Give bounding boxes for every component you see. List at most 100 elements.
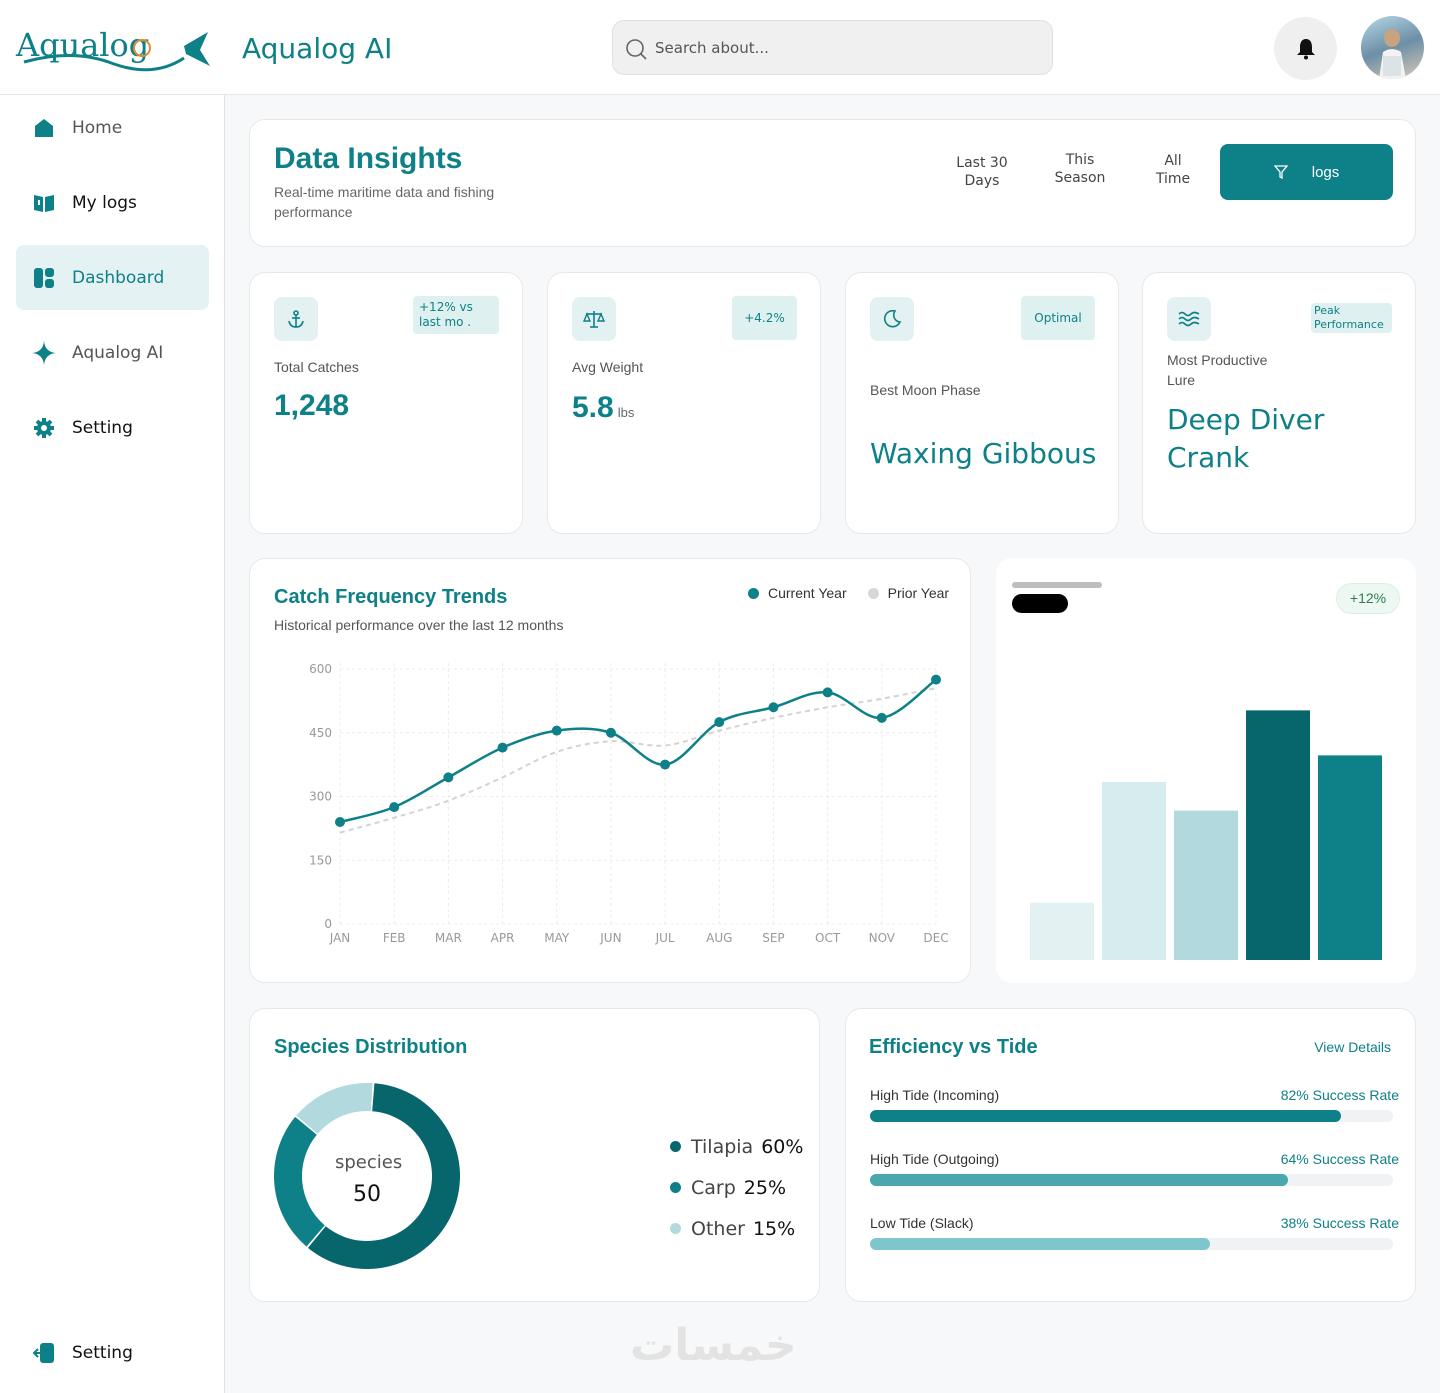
y-tick-label: 450: [309, 726, 332, 740]
moon-icon: [870, 297, 914, 341]
sidebar-item-label: My logs: [72, 192, 137, 213]
period-this-season[interactable]: This Season: [1054, 152, 1106, 186]
logout-icon: [32, 1341, 56, 1365]
card-title: Efficiency vs Tide: [869, 1036, 1038, 1058]
sidebar-item-setting[interactable]: Setting: [16, 395, 209, 460]
tide-progress-fill: [870, 1238, 1210, 1250]
bar: [1174, 810, 1238, 960]
x-tick-label: JUN: [599, 931, 621, 945]
species-legend: Tilapia 60% Carp 25% Other 15%: [670, 1126, 803, 1249]
tide-progress-fill: [870, 1174, 1289, 1186]
tide-progress-track: [870, 1238, 1393, 1250]
sidebar-item-my-logs[interactable]: My logs: [16, 170, 209, 235]
kpi-best-moon-phase: Optimal Best Moon Phase Waxing Gibbous: [845, 272, 1119, 534]
sidebar-item-dashboard[interactable]: Dashboard: [16, 245, 209, 310]
x-tick-label: MAR: [435, 931, 462, 945]
catch-frequency-card: Catch Frequency Trends Historical perfor…: [249, 558, 971, 983]
watermark: خمسات: [630, 1320, 797, 1371]
legend-prior-year: Prior Year: [887, 585, 950, 601]
x-tick-label: OCT: [815, 931, 841, 945]
x-tick-label: MAY: [544, 931, 570, 945]
sidebar-item-label: Setting: [72, 1342, 133, 1363]
search-icon: [626, 39, 647, 60]
avatar[interactable]: [1361, 16, 1424, 79]
series-line-current-year: [339, 678, 937, 824]
kpi-label: Most Productive Lure: [1167, 352, 1268, 388]
data-point-current-year: [768, 702, 779, 713]
search-bar[interactable]: [612, 20, 1053, 75]
tide-rate: 82% Success Rate: [1280, 1087, 1399, 1103]
gear-icon: [32, 416, 56, 440]
tide-progress-track: [870, 1110, 1393, 1122]
donut-slice: [274, 1116, 325, 1247]
chart-title: Species Distribution: [274, 1036, 468, 1058]
legend-item: Other 15%: [670, 1208, 803, 1249]
y-tick-label: 600: [309, 662, 332, 676]
bar-chart-card: +12%: [996, 558, 1416, 983]
trend-line-chart: JAN FEB MAR APR MAY JUN JUL AUG SEP OCT NOV DEC 0 150…: [309, 662, 949, 945]
kpi-value: 1,248: [274, 389, 350, 422]
kpi-badge: Optimal: [1021, 296, 1095, 340]
search-input[interactable]: [655, 21, 1035, 74]
x-tick-label: DEC: [923, 931, 948, 945]
sparkle-icon: [32, 340, 56, 365]
series-line-prior-year: [339, 687, 937, 834]
page-title: Data Insights: [274, 142, 463, 175]
data-point-current-year: [822, 687, 833, 698]
legend-swatch: [670, 1223, 681, 1234]
donut-center-value: 50: [353, 1182, 381, 1207]
chart-title: Catch Frequency Trends: [274, 586, 508, 608]
kpi-unit: lbs: [617, 405, 635, 420]
x-tick-label: APR: [491, 931, 515, 945]
kpi-badge: +4.2%: [732, 296, 797, 340]
sidebar-item-aqualog-ai[interactable]: Aqualog AI: [16, 320, 209, 385]
view-details-link[interactable]: View Details: [1314, 1039, 1391, 1055]
data-point-current-year: [714, 717, 725, 728]
legend-name: Carp: [691, 1176, 736, 1199]
kpi-most-productive-lure: Peak Performance Most Productive Lure De…: [1142, 272, 1416, 534]
y-tick-label: 300: [309, 790, 332, 804]
app-title: Aqualog AI: [242, 32, 393, 65]
anchor-icon: [274, 297, 318, 341]
sidebar-item-label: Setting: [72, 417, 133, 438]
logs-button-label: logs: [1311, 163, 1340, 181]
sidebar-item-home[interactable]: Home: [16, 95, 209, 160]
value-placeholder: [1012, 594, 1068, 613]
donut-slice: [296, 1083, 373, 1134]
home-icon: [32, 116, 56, 140]
legend-swatch-prior: [867, 587, 879, 599]
kpi-total-catches: +12% vs last mo . Total Catches 1,248: [249, 272, 523, 534]
legend-swatch: [670, 1182, 681, 1193]
data-point-current-year: [389, 802, 400, 813]
sidebar-item-logout[interactable]: Setting: [16, 1320, 209, 1385]
sidebar: Home My logs Dashboard Aqualog AI Settin…: [0, 95, 225, 1393]
tide-name: High Tide (Incoming): [870, 1087, 1000, 1103]
tide-rate: 64% Success Rate: [1280, 1151, 1399, 1167]
filter-icon: [1273, 165, 1288, 179]
period-all-time[interactable]: All Time: [1155, 153, 1191, 187]
legend-item: Carp 25%: [670, 1167, 803, 1208]
notification-button[interactable]: [1274, 17, 1337, 80]
x-tick-label: NOV: [869, 931, 896, 945]
efficiency-vs-tide-card: Efficiency vs Tide View Details High Tid…: [845, 1008, 1416, 1302]
sidebar-item-label: Dashboard: [72, 267, 165, 288]
tide-rate: 38% Success Rate: [1280, 1215, 1399, 1231]
period-last-30-days[interactable]: Last 30 Days: [956, 155, 1008, 189]
donut-center-label: species: [335, 1152, 403, 1173]
kpi-badge: +12% vs last mo .: [413, 296, 499, 334]
kpi-label: Total Catches: [274, 359, 359, 375]
app-logo[interactable]: Aqualog: [14, 18, 214, 82]
logs-filter-button[interactable]: logs: [1220, 144, 1393, 200]
sidebar-item-label: Aqualog AI: [72, 342, 164, 363]
legend-swatch-current: [748, 587, 759, 599]
data-point-current-year: [551, 725, 562, 736]
kpi-label: Best Moon Phase: [870, 382, 981, 398]
kpi-value: Waxing Gibbous: [870, 437, 1097, 470]
chart-subtitle: Historical performance over the last 12 …: [274, 617, 564, 633]
waves-icon: [1167, 297, 1211, 341]
chart-legend: Current Year Prior Year: [748, 585, 949, 601]
species-distribution-card: Species Distribution species 50 Tilapia 6…: [249, 1008, 820, 1302]
species-donut-chart: [274, 1083, 460, 1269]
kpi-badge: Peak Performance: [1311, 303, 1392, 333]
tide-name: Low Tide (Slack): [870, 1215, 974, 1231]
